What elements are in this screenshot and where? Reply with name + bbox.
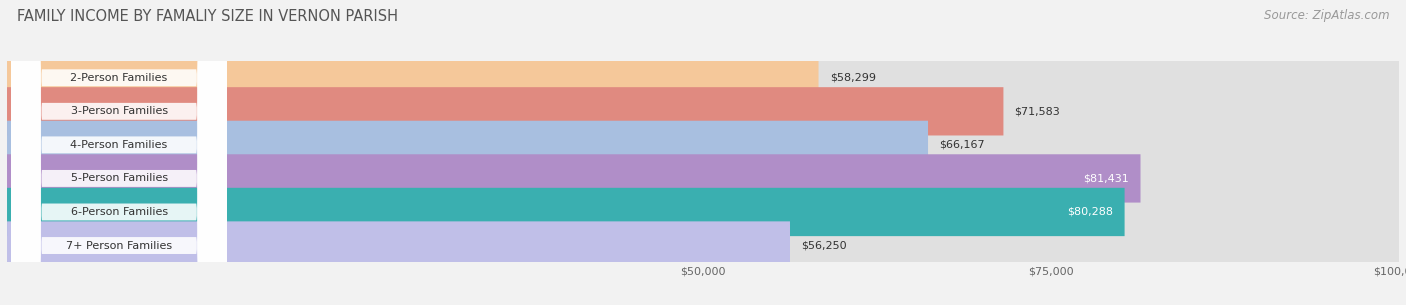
FancyBboxPatch shape — [7, 221, 790, 270]
FancyBboxPatch shape — [7, 87, 1004, 135]
Text: 2-Person Families: 2-Person Families — [70, 73, 167, 83]
FancyBboxPatch shape — [7, 221, 1399, 270]
Text: 5-Person Families: 5-Person Families — [70, 174, 167, 183]
FancyBboxPatch shape — [7, 154, 1140, 203]
FancyBboxPatch shape — [7, 154, 1399, 203]
Text: 7+ Person Families: 7+ Person Families — [66, 241, 172, 250]
Text: 6-Person Families: 6-Person Families — [70, 207, 167, 217]
FancyBboxPatch shape — [7, 188, 1399, 236]
Text: $81,431: $81,431 — [1084, 174, 1129, 183]
Text: Source: ZipAtlas.com: Source: ZipAtlas.com — [1264, 9, 1389, 22]
FancyBboxPatch shape — [11, 0, 226, 305]
Text: $58,299: $58,299 — [830, 73, 876, 83]
FancyBboxPatch shape — [7, 188, 1125, 236]
FancyBboxPatch shape — [7, 87, 1399, 135]
FancyBboxPatch shape — [11, 0, 226, 305]
Text: $80,288: $80,288 — [1067, 207, 1114, 217]
FancyBboxPatch shape — [11, 0, 226, 305]
Text: 3-Person Families: 3-Person Families — [70, 106, 167, 116]
Text: FAMILY INCOME BY FAMALIY SIZE IN VERNON PARISH: FAMILY INCOME BY FAMALIY SIZE IN VERNON … — [17, 9, 398, 24]
FancyBboxPatch shape — [11, 0, 226, 305]
FancyBboxPatch shape — [11, 0, 226, 305]
Text: $71,583: $71,583 — [1015, 106, 1060, 116]
FancyBboxPatch shape — [11, 0, 226, 305]
FancyBboxPatch shape — [7, 121, 928, 169]
Text: $66,167: $66,167 — [939, 140, 984, 150]
FancyBboxPatch shape — [7, 121, 1399, 169]
FancyBboxPatch shape — [7, 54, 1399, 102]
FancyBboxPatch shape — [7, 54, 818, 102]
Text: $56,250: $56,250 — [801, 241, 846, 250]
Text: 4-Person Families: 4-Person Families — [70, 140, 167, 150]
